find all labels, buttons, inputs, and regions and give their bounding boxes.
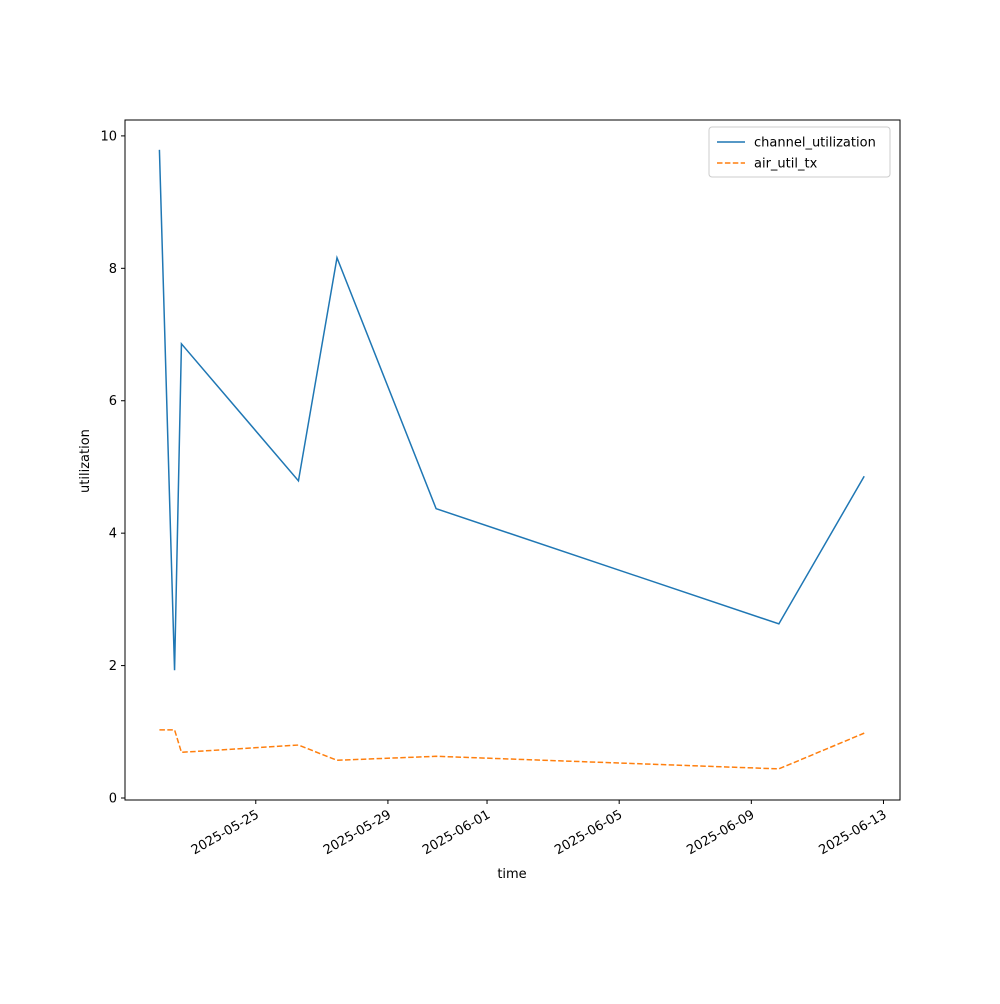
- plot-frame: [124, 119, 901, 801]
- legend: channel_utilization air_util_tx: [708, 126, 891, 178]
- legend-label: channel_utilization: [754, 136, 876, 151]
- series-line: [159, 729, 865, 770]
- y-axis-label: utilization: [78, 429, 93, 493]
- y-tick-label: 2: [109, 659, 117, 674]
- x-tick-label: 2025-06-01: [420, 807, 493, 858]
- x-tick-label: 2025-06-09: [684, 807, 757, 858]
- x-tick-label: 2025-05-25: [189, 807, 262, 858]
- x-tick-label: 2025-05-29: [321, 807, 394, 858]
- series-line: [158, 149, 865, 671]
- x-tick-label: 2025-06-13: [817, 807, 890, 858]
- y-tick-label: 0: [109, 792, 117, 807]
- y-tick-label: 8: [109, 262, 117, 277]
- x-tick-label: 2025-06-05: [552, 807, 625, 858]
- y-tick-label: 4: [109, 527, 117, 542]
- y-tick-label: 10: [100, 129, 117, 144]
- y-tick-label: 6: [109, 394, 117, 409]
- legend-label: air_util_tx: [754, 157, 818, 172]
- x-axis-label: time: [497, 867, 526, 882]
- legend-box: [708, 126, 891, 178]
